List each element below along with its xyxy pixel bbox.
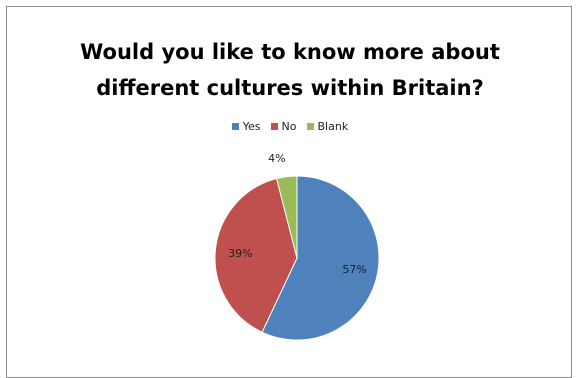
data-label-no: 39% (228, 247, 252, 260)
data-label-blank: 4% (268, 152, 285, 165)
data-label-yes: 57% (342, 263, 366, 276)
pie-chart: 57% 39% 4% (0, 0, 580, 367)
